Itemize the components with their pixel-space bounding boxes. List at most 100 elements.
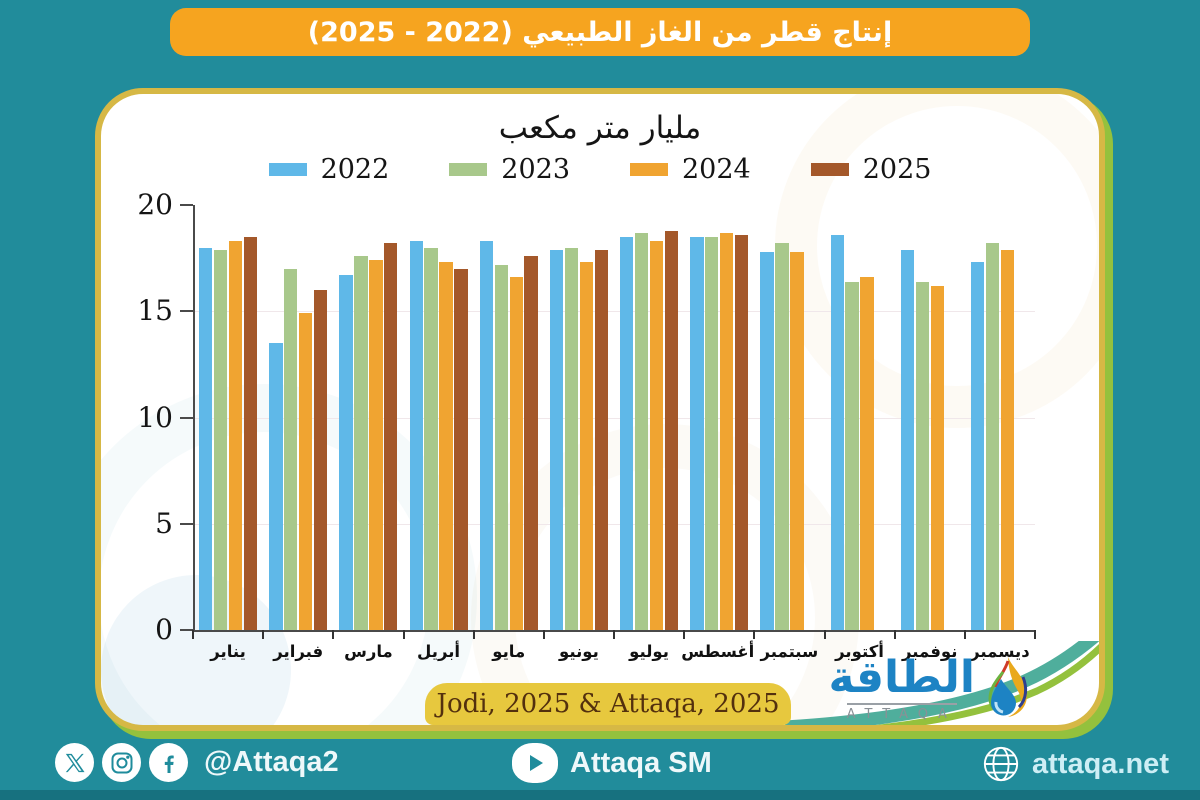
bar-2023 xyxy=(634,232,649,630)
legend-swatch xyxy=(449,163,488,176)
legend-item-2022: 2022 xyxy=(268,154,390,185)
gridline xyxy=(195,417,1035,419)
y-tick xyxy=(180,204,193,206)
chart-card: مليار متر مكعب 2022 2023 2024 2025 0 5 10 15 20… xyxy=(95,88,1105,731)
bar-2024 xyxy=(299,313,313,630)
y-tick-label: 0 xyxy=(155,613,173,646)
bar-2022 xyxy=(830,234,844,630)
footer-website-group: attaqa.net xyxy=(982,745,1169,783)
bar-2022 xyxy=(409,241,423,630)
x-tick xyxy=(753,630,756,639)
legend-swatch xyxy=(810,163,849,176)
x-tick xyxy=(262,630,265,639)
page-title: إنتاج قطر من الغاز الطبيعي (2022 - 2025) xyxy=(307,16,893,48)
legend-swatch xyxy=(268,163,307,176)
month-label: أبريل xyxy=(417,642,461,661)
plot-area: 0 5 10 15 20 يناير فبراير مارس أبريل مايو يونيو يول… xyxy=(137,191,1036,661)
month-label: مايو xyxy=(492,642,526,661)
y-tick xyxy=(180,416,193,419)
bar-2023 xyxy=(564,247,579,630)
title-banner: إنتاج قطر من الغاز الطبيعي (2022 - 2025) xyxy=(170,8,1030,56)
bar-2025 xyxy=(664,230,679,630)
source-box: Jodi, 2025 & Attaqa, 2025 xyxy=(425,683,791,725)
bar-2022 xyxy=(479,241,494,630)
legend-label: 2024 xyxy=(682,154,751,185)
legend-item-2024: 2024 xyxy=(630,154,751,185)
bar-2022 xyxy=(900,249,915,630)
bar-2022 xyxy=(549,249,564,630)
bar-2024 xyxy=(509,277,523,630)
x-icon xyxy=(55,743,94,782)
bar-2022 xyxy=(620,236,634,630)
gridline xyxy=(195,523,1035,525)
x-tick xyxy=(823,630,826,639)
bar-2023 xyxy=(354,256,368,630)
month-label: أغسطس xyxy=(681,642,755,661)
bar-2022 xyxy=(760,251,774,630)
bar-2024 xyxy=(1000,249,1015,630)
attaqa-logo: الطاقة ATTAQA xyxy=(828,651,1033,721)
bar-2025 xyxy=(454,268,468,630)
y-tick-label: 15 xyxy=(137,294,173,328)
website-label: attaqa.net xyxy=(1032,747,1169,780)
bar-2025 xyxy=(594,249,608,630)
social-handle: @Attaqa2 xyxy=(204,746,339,778)
bar-2023 xyxy=(494,264,508,630)
sm-label: Attaqa SM xyxy=(570,746,712,779)
bar-2024 xyxy=(860,277,874,630)
bar-2022 xyxy=(690,236,704,630)
y-tick-label: 20 xyxy=(137,188,173,221)
bar-2024 xyxy=(720,232,734,630)
bar-2022 xyxy=(970,262,985,630)
bar-2022 xyxy=(269,343,283,630)
bar-2024 xyxy=(228,241,243,630)
bar-2023 xyxy=(284,268,298,630)
attaqa-logo-latin: ATTAQA xyxy=(846,703,957,721)
x-tick xyxy=(963,630,966,639)
bar-2024 xyxy=(649,241,664,630)
x-tick xyxy=(613,630,615,639)
bar-2023 xyxy=(424,247,438,630)
youtube-icon xyxy=(512,743,558,783)
bar-2025 xyxy=(734,234,749,630)
bar-2023 xyxy=(213,249,228,630)
bar-2024 xyxy=(930,285,944,630)
facebook-icon xyxy=(149,743,188,782)
chart-legend: 2022 2023 2024 2025 xyxy=(101,154,1099,185)
bar-2023 xyxy=(705,236,719,630)
bar-2022 xyxy=(199,247,213,630)
y-tick xyxy=(180,522,193,525)
x-tick xyxy=(332,630,335,639)
attaqa-logo-arabic: الطاقة xyxy=(828,651,975,703)
x-tick xyxy=(683,630,686,639)
month-label: فبراير xyxy=(273,642,324,661)
attaqa-logo-text: الطاقة ATTAQA xyxy=(828,651,975,721)
instagram-icon xyxy=(102,743,141,782)
bar-2024 xyxy=(439,262,453,630)
x-tick xyxy=(1034,630,1036,639)
legend-label: 2023 xyxy=(501,154,570,185)
month-label: سبتمبر xyxy=(760,642,819,661)
chart-title: مليار متر مكعب xyxy=(498,110,702,146)
bar-2025 xyxy=(524,256,538,630)
bar-2024 xyxy=(369,260,383,630)
x-tick xyxy=(402,630,405,639)
globe-icon xyxy=(983,746,1019,782)
month-label: يوليو xyxy=(629,642,669,661)
legend-label: 2022 xyxy=(320,154,390,185)
gridline xyxy=(195,311,1035,313)
month-label: يناير xyxy=(210,642,246,661)
y-tick xyxy=(180,629,193,631)
source-label: Jodi, 2025 & Attaqa, 2025 xyxy=(436,689,780,719)
bar-2023 xyxy=(985,243,1000,630)
y-tick xyxy=(180,310,193,313)
x-tick xyxy=(472,630,475,639)
bar-2024 xyxy=(579,262,594,630)
legend-item-2025: 2025 xyxy=(810,154,931,185)
footer-social-group: @Attaqa2 xyxy=(55,743,339,782)
bottom-strip xyxy=(0,790,1200,800)
legend-swatch xyxy=(630,163,668,176)
bar-2023 xyxy=(775,243,789,630)
month-label: مارس xyxy=(344,642,393,661)
